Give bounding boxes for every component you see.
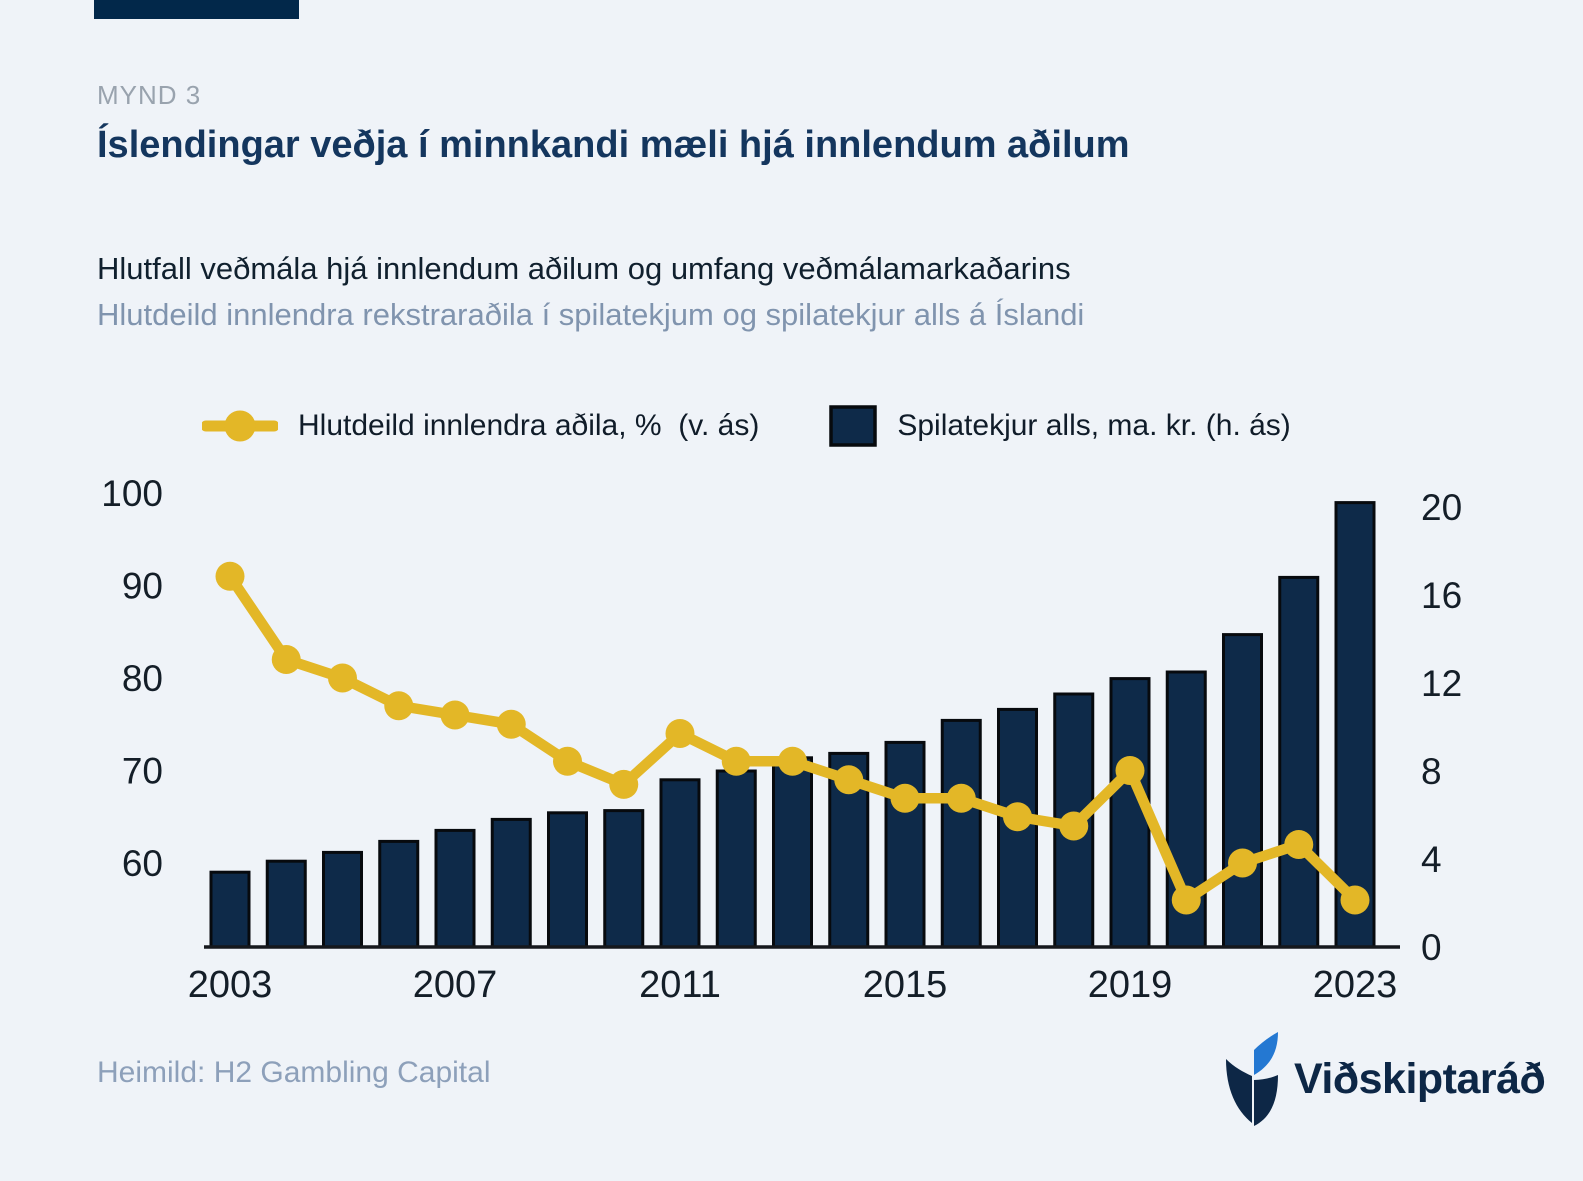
left-axis-tick-label: 60: [122, 843, 163, 884]
line-point-2010: [609, 769, 639, 799]
line-point-2005: [328, 663, 357, 693]
line-point-2021: [1228, 848, 1257, 878]
x-axis-label-2023: 2023: [1313, 964, 1398, 1006]
line-point-2004: [271, 645, 301, 674]
source-note: Heimild: H2 Gambling Capital: [97, 1056, 491, 1089]
figure-number: MYND 3: [97, 80, 202, 110]
bar-2003: [209, 870, 251, 949]
right-axis-tick-label: 4: [1421, 839, 1442, 880]
line-point-2017: [1003, 802, 1032, 832]
subtitle-secondary: Hlutdeild innlendra rekstraraðila í spil…: [97, 297, 1085, 332]
bar-2006: [378, 839, 420, 949]
x-axis-label-2007: 2007: [413, 964, 498, 1006]
bar-2023: [1334, 501, 1376, 949]
line-point-2008: [496, 709, 526, 739]
x-axis-label-2019: 2019: [1088, 964, 1173, 1006]
bar-2022: [1278, 575, 1320, 949]
line-point-2015: [890, 783, 920, 813]
bar-2009: [547, 811, 588, 949]
accent-bar: [94, 0, 299, 19]
subtitle-primary: Hlutfall veðmála hjá innlendum aðilum og…: [97, 251, 1071, 286]
bar-2017: [997, 707, 1038, 949]
line-point-2013: [778, 746, 807, 776]
line-point-2003: [215, 561, 245, 591]
line-point-2011: [665, 719, 695, 748]
logo-left-leaf: [1226, 1059, 1252, 1123]
line-point-2007: [440, 700, 470, 730]
line-point-2018: [1059, 811, 1089, 841]
legend-item-line: Hlutdeild innlendra aðila, % (v. ás): [202, 403, 759, 449]
line-point-2022: [1284, 830, 1314, 859]
x-axis-label-2003: 2003: [188, 964, 273, 1006]
bar-2015: [884, 740, 926, 949]
left-axis-tick-label: 90: [122, 566, 163, 607]
right-axis-tick-label: 8: [1421, 751, 1442, 792]
line-point-2014: [834, 765, 864, 795]
left-axis-tick-label: 70: [122, 751, 163, 792]
legend: Hlutdeild innlendra aðila, % (v. ás) Spi…: [202, 402, 1291, 450]
line-point-2020: [1171, 885, 1201, 915]
line-point-2019: [1115, 756, 1145, 785]
page-title: Íslendingar veðja í minnkandi mæli hjá i…: [97, 124, 1130, 166]
bar-2004: [265, 859, 307, 949]
legend-dot-sample: [224, 410, 256, 442]
bar-2012: [715, 769, 757, 949]
bar-2005: [322, 850, 363, 949]
right-axis-tick-label: 12: [1421, 663, 1462, 704]
bar-2008: [490, 817, 532, 949]
logo-book-icon: [1226, 1032, 1278, 1126]
logo-blue-leaf: [1254, 1032, 1278, 1075]
legend-label-bar: Spilatekjur alls, ma. kr. (h. ás): [897, 409, 1291, 442]
bar-2013: [772, 756, 813, 949]
bar-2016: [940, 718, 982, 949]
bar-2010: [603, 809, 645, 949]
line-point-2012: [721, 746, 751, 776]
right-axis-tick-label: 16: [1421, 575, 1462, 616]
x-axis-label-2011: 2011: [639, 964, 721, 1006]
line-point-2009: [553, 746, 582, 776]
logo: Viðskiptaráð: [1218, 1028, 1546, 1130]
x-axis-label-2015: 2015: [863, 964, 948, 1006]
legend-line-dot-icon: [202, 410, 278, 442]
bar-2007: [434, 828, 476, 949]
right-axis-tick-label: 0: [1421, 927, 1442, 968]
left-axis-tick-label: 80: [122, 658, 163, 699]
line-point-2006: [384, 691, 414, 721]
bar-2011: [659, 778, 701, 949]
logo-text: Viðskiptaráð: [1294, 1054, 1546, 1103]
line-point-2023: [1340, 885, 1370, 915]
right-axis-tick-label: 20: [1421, 487, 1462, 528]
legend-label-line: Hlutdeild innlendra aðila, % (v. ás): [298, 409, 760, 442]
logo-right-leaf: [1254, 1075, 1278, 1126]
left-axis-tick-label: 100: [101, 473, 163, 514]
legend-square-sample: [829, 405, 878, 447]
legend-square-icon: [829, 405, 878, 447]
line-point-2016: [946, 783, 976, 813]
bar-2021: [1222, 633, 1263, 949]
legend-item-bar: Spilatekjur alls, ma. kr. (h. ás): [829, 405, 1291, 447]
